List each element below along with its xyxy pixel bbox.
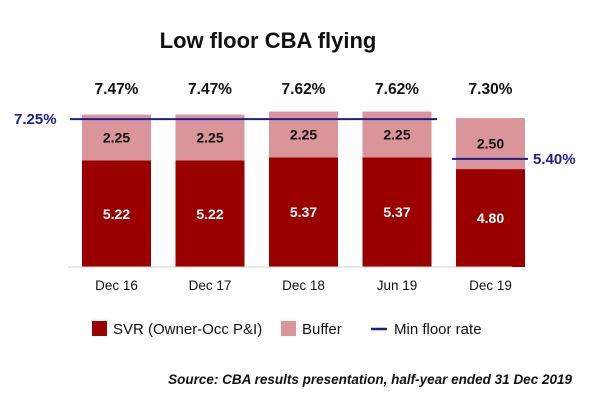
buffer-value-label: 2.25 <box>103 130 130 146</box>
total-rate-label: 7.47% <box>95 81 139 98</box>
x-tick-label: Jun 19 <box>377 278 418 293</box>
total-rate-label: 7.47% <box>188 81 232 98</box>
svr-value-label: 5.22 <box>196 206 223 222</box>
chart-title: Low floor CBA flying <box>159 28 377 53</box>
x-tick-label: Dec 19 <box>469 278 512 293</box>
buffer-value-label: 2.25 <box>290 127 317 143</box>
floor-label-left: 7.25% <box>14 111 57 128</box>
svr-value-label: 5.37 <box>290 204 317 220</box>
svr-value-label: 5.22 <box>103 206 130 222</box>
floor-label-right: 5.40% <box>533 151 576 168</box>
buffer-value-label: 2.25 <box>196 130 223 146</box>
x-tick-label: Dec 17 <box>189 278 232 293</box>
buffer-bar <box>456 118 525 170</box>
buffer-value-label: 2.25 <box>383 127 410 143</box>
buffer-bar <box>175 114 245 161</box>
total-rate-label: 7.62% <box>282 81 326 98</box>
total-rate-label: 7.62% <box>375 81 419 98</box>
legend-label-buffer: Buffer <box>302 321 342 338</box>
x-tick-label: Dec 16 <box>95 278 138 293</box>
source-note: Source: CBA results presentation, half-y… <box>168 372 572 387</box>
legend-swatch-svr <box>92 321 107 336</box>
svr-bar <box>362 157 432 267</box>
total-rate-label: 7.30% <box>469 81 513 98</box>
svr-value-label: 4.80 <box>477 210 504 226</box>
buffer-bar <box>82 114 151 161</box>
x-tick-label: Dec 18 <box>282 278 325 293</box>
svr-value-label: 5.37 <box>383 204 410 220</box>
svr-bar <box>269 157 338 267</box>
legend-label-svr: SVR (Owner-Occ P&I) <box>113 321 262 338</box>
buffer-value-label: 2.50 <box>477 136 504 152</box>
svr-bar <box>82 160 151 267</box>
legend-label-floor: Min floor rate <box>394 321 482 338</box>
legend-swatch-buffer <box>281 321 296 336</box>
svr-bar <box>456 169 525 267</box>
svr-bar <box>175 160 245 267</box>
